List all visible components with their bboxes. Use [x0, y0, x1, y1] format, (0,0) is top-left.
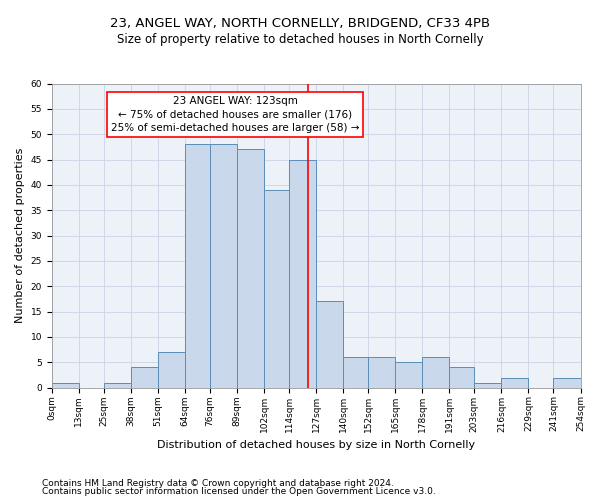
Bar [475, 382, 502, 388]
Text: Contains public sector information licensed under the Open Government Licence v3: Contains public sector information licen… [42, 487, 436, 496]
Bar [395, 362, 422, 388]
Bar [343, 357, 368, 388]
Bar [368, 357, 395, 388]
Bar [422, 357, 449, 388]
Bar [131, 368, 158, 388]
X-axis label: Distribution of detached houses by size in North Cornelly: Distribution of detached houses by size … [157, 440, 475, 450]
Bar [185, 144, 210, 388]
Text: Contains HM Land Registry data © Crown copyright and database right 2024.: Contains HM Land Registry data © Crown c… [42, 478, 394, 488]
Bar [289, 160, 316, 388]
Bar [449, 368, 475, 388]
Bar [264, 190, 289, 388]
Bar [553, 378, 581, 388]
Text: Size of property relative to detached houses in North Cornelly: Size of property relative to detached ho… [116, 32, 484, 46]
Bar [316, 302, 343, 388]
Text: 23 ANGEL WAY: 123sqm
← 75% of detached houses are smaller (176)
25% of semi-deta: 23 ANGEL WAY: 123sqm ← 75% of detached h… [111, 96, 359, 132]
Y-axis label: Number of detached properties: Number of detached properties [15, 148, 25, 324]
Bar [158, 352, 185, 388]
Bar [210, 144, 237, 388]
Bar [52, 382, 79, 388]
Bar [104, 382, 131, 388]
Bar [502, 378, 529, 388]
Text: 23, ANGEL WAY, NORTH CORNELLY, BRIDGEND, CF33 4PB: 23, ANGEL WAY, NORTH CORNELLY, BRIDGEND,… [110, 18, 490, 30]
Bar [237, 150, 264, 388]
